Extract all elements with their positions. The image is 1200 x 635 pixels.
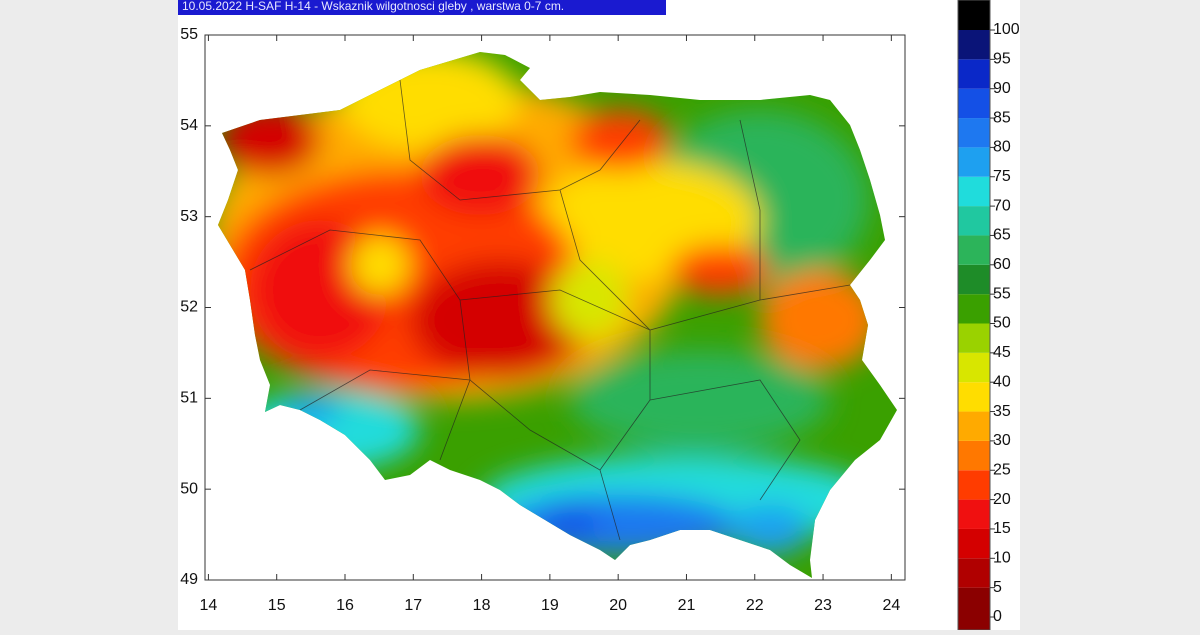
colorbar-label: 20	[993, 491, 1011, 508]
y-tick-label: 52	[180, 299, 198, 316]
colorbar-label: 30	[993, 432, 1011, 449]
y-tick-label: 54	[180, 117, 198, 134]
colorbar-label: 70	[993, 197, 1011, 214]
colorbar-segment	[958, 0, 990, 30]
colorbar-segment	[958, 382, 990, 412]
y-tick-label: 49	[180, 571, 198, 588]
colorbar-segment	[958, 206, 990, 236]
x-tick-label: 15	[268, 597, 286, 614]
x-tick-label: 20	[609, 597, 627, 614]
colorbar-label: 65	[993, 227, 1011, 244]
colorbar-label: 95	[993, 51, 1011, 68]
y-tick-label: 55	[180, 26, 198, 43]
colorbar-label: 40	[993, 373, 1011, 390]
x-tick-label: 17	[404, 597, 422, 614]
colorbar-label: 75	[993, 168, 1011, 185]
colorbar-label: 55	[993, 285, 1011, 302]
colorbar-segment	[958, 118, 990, 148]
colorbar-label: 10	[993, 550, 1011, 567]
colorbar-segment	[958, 235, 990, 265]
x-tick-label: 19	[541, 597, 559, 614]
colorbar-segment	[958, 59, 990, 89]
colorbar-segment	[958, 440, 990, 471]
colorbar-segment	[958, 323, 990, 353]
colorbar-label: 60	[993, 256, 1011, 273]
x-tick-label: 22	[746, 597, 764, 614]
colorbar-label: 50	[993, 315, 1011, 332]
colorbar-segment	[958, 176, 990, 207]
colorbar-segment	[958, 88, 990, 119]
colorbar-segment	[958, 558, 990, 588]
colorbar-label: 100	[993, 21, 1020, 38]
colorbar-label: 90	[993, 80, 1011, 97]
colorbar-label: 5	[993, 579, 1002, 596]
x-tick-label: 23	[814, 597, 832, 614]
colorbar-segment	[958, 470, 990, 500]
colorbar-segment	[958, 30, 990, 60]
title-box	[178, 0, 666, 15]
colorbar-label: 80	[993, 139, 1011, 156]
colorbar-segment	[958, 499, 990, 529]
x-tick-label: 16	[336, 597, 354, 614]
colorbar-label: 35	[993, 403, 1011, 420]
colorbar-segment	[958, 352, 990, 383]
title: 10.05.2022 H-SAF H-14 - Wskaznik wilgotn…	[182, 0, 564, 13]
x-tick-label: 18	[473, 597, 491, 614]
colorbar-label: 0	[993, 608, 1002, 625]
colorbar-label: 45	[993, 344, 1011, 361]
x-tick-label: 14	[200, 597, 218, 614]
colorbar-segment	[958, 294, 990, 324]
colorbar-segment	[958, 587, 990, 630]
colorbar-label: 25	[993, 461, 1011, 478]
y-tick-label: 50	[180, 480, 198, 497]
colorbar-label: 15	[993, 520, 1011, 537]
x-tick-label: 21	[678, 597, 696, 614]
colorbar-segment	[958, 264, 990, 295]
colorbar-segment	[958, 528, 990, 559]
colorbar-label: 85	[993, 109, 1011, 126]
x-tick-label: 24	[882, 597, 900, 614]
colorbar-segment	[958, 411, 990, 441]
colorbar-segment	[958, 147, 990, 177]
y-tick-label: 51	[180, 390, 198, 407]
y-tick-label: 53	[180, 208, 198, 225]
